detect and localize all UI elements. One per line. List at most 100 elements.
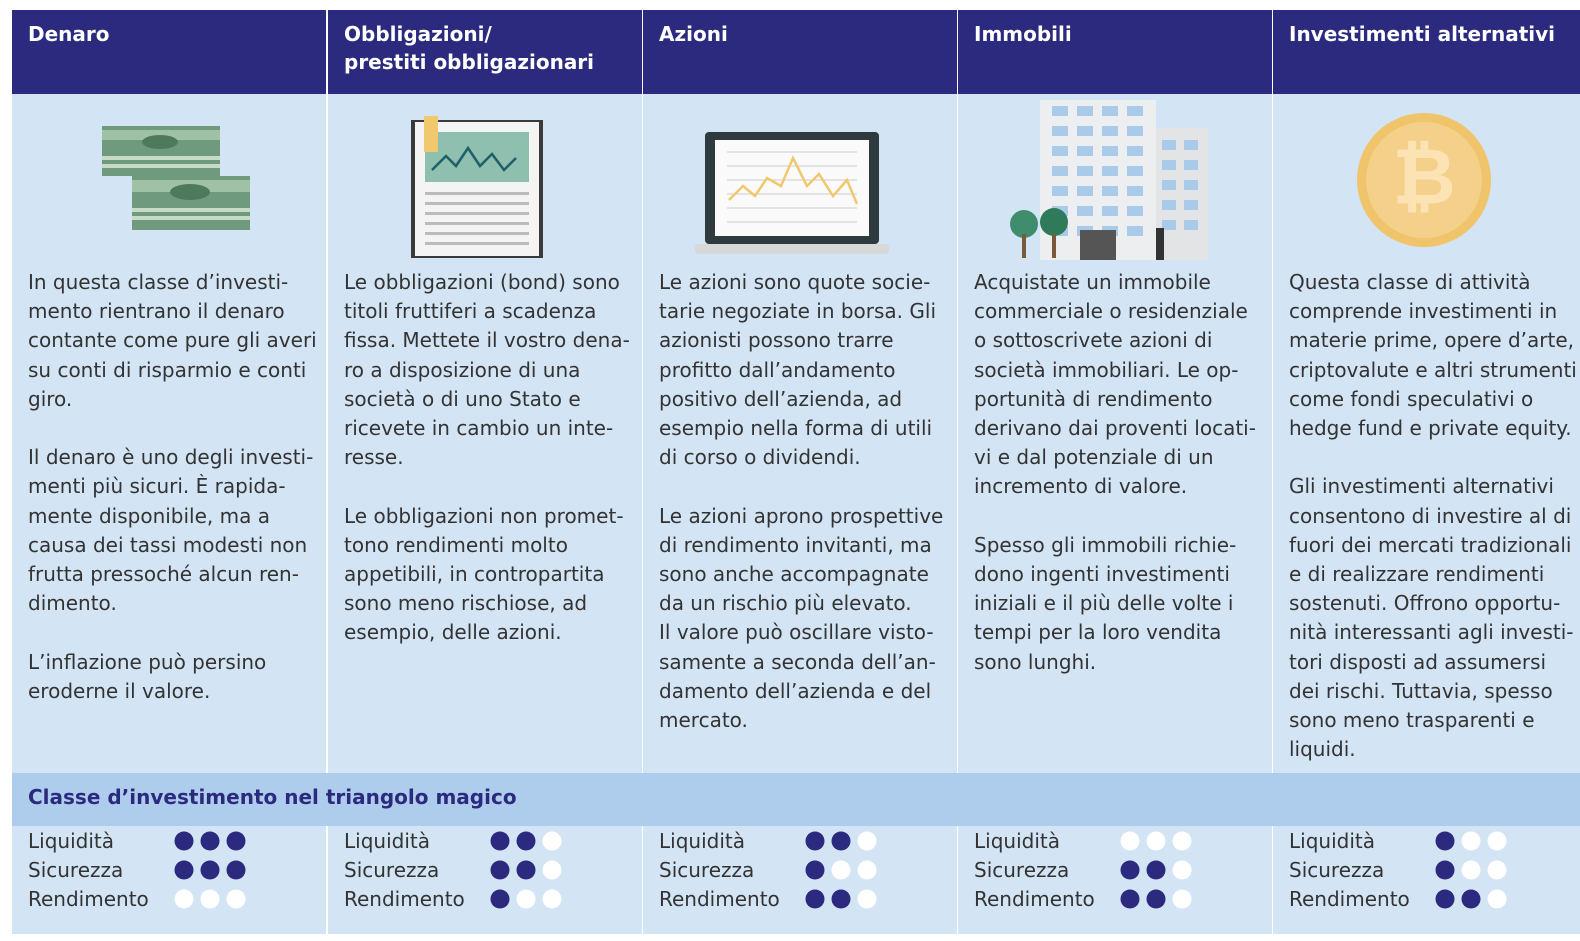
rating-dot bbox=[1461, 831, 1481, 851]
rating-dots bbox=[174, 860, 246, 880]
text-line: frutta pressoché alcun ren- bbox=[28, 562, 299, 587]
column-header: Denaro bbox=[12, 10, 326, 94]
criterion-label: Sicurezza bbox=[974, 858, 1070, 882]
text-line: sono meno trasparenti e bbox=[1289, 708, 1535, 733]
rating-dot bbox=[1146, 860, 1166, 880]
icon-shape bbox=[728, 155, 859, 205]
paragraph: Le obbligazioni (bond) sono titoli frutti… bbox=[344, 268, 630, 472]
icon-shape bbox=[1077, 186, 1093, 196]
icon-shape bbox=[1102, 146, 1118, 156]
rating-dot bbox=[1172, 860, 1192, 880]
criterion-label: Rendimento bbox=[974, 887, 1095, 911]
text-line: fissa. Mettete il vostro dena- bbox=[344, 328, 630, 353]
text-line: sono meno rischiose, ad bbox=[344, 591, 588, 616]
icon-shape bbox=[1077, 106, 1093, 116]
text-line: fuori dei mercati tradizionali bbox=[1289, 532, 1572, 557]
ratings: Liquidità Sicurezza Rendimento bbox=[344, 827, 644, 927]
text-line: consentono di investire al di bbox=[1289, 503, 1572, 528]
description: Acquistate un immobile commerciale o resi… bbox=[974, 268, 1256, 706]
text-line: resse. bbox=[344, 445, 404, 470]
text-line: L’inflazione può persino bbox=[28, 649, 267, 674]
icon-shape bbox=[425, 232, 529, 235]
criterion-label: Sicurezza bbox=[659, 858, 755, 882]
icon-shape bbox=[1127, 146, 1143, 156]
icon-shape bbox=[425, 212, 529, 215]
icon-shape bbox=[1052, 126, 1068, 136]
rating-dot bbox=[1435, 889, 1455, 909]
criterion-label: Rendimento bbox=[1289, 887, 1410, 911]
criterion-label: Liquidità bbox=[344, 829, 430, 853]
icon-shape bbox=[1010, 210, 1038, 238]
rating-dots bbox=[490, 889, 562, 909]
criterion-label: Liquidità bbox=[1289, 829, 1375, 853]
rating-dot bbox=[490, 860, 510, 880]
text-line: In questa classe d’investi- bbox=[28, 270, 289, 294]
text-line: sostenuti. Offrono opportu- bbox=[1289, 591, 1561, 616]
header-line: Azioni bbox=[659, 22, 728, 46]
header-line: Immobili bbox=[974, 22, 1072, 46]
header-line: Investimenti alternativi bbox=[1289, 22, 1556, 46]
paragraph: Le azioni sono quote socie-tarie negozia… bbox=[659, 268, 943, 472]
rating-dots bbox=[174, 831, 246, 851]
paragraph: Il denaro è uno degli investi-menti più … bbox=[28, 443, 317, 618]
icon-shape bbox=[1080, 230, 1116, 260]
text-line: dei rischi. Tuttavia, spesso bbox=[1289, 678, 1553, 703]
rating-dot bbox=[226, 831, 246, 851]
rating-dot bbox=[200, 889, 220, 909]
rating-dot bbox=[226, 889, 246, 909]
icon-shape bbox=[1184, 160, 1198, 170]
icon-shape bbox=[1077, 126, 1093, 136]
text-line: comprende investimenti in bbox=[1289, 299, 1558, 324]
text-line: mercato. bbox=[659, 708, 748, 733]
description: Le azioni sono quote socie-tarie negozia… bbox=[659, 268, 943, 764]
rating-dot bbox=[1487, 860, 1507, 880]
text-line: positivo dell’azienda, ad bbox=[659, 386, 903, 411]
text-line: hedge fund e private equity. bbox=[1289, 416, 1572, 441]
icon-shape bbox=[102, 126, 250, 230]
text-line: nità interessanti agli investi- bbox=[1289, 620, 1574, 645]
icon-shape bbox=[1052, 234, 1056, 258]
ratings: Liquidità Sicurezza Rendimento bbox=[974, 827, 1274, 927]
text-line: Le obbligazioni non promet- bbox=[344, 503, 624, 528]
icon-shape bbox=[1162, 220, 1176, 230]
icon-shape bbox=[1184, 220, 1198, 230]
icon-shape bbox=[1052, 166, 1068, 176]
icon-shape bbox=[1102, 206, 1118, 216]
icon-shape bbox=[1077, 166, 1093, 176]
text-line: e di realizzare rendimenti bbox=[1289, 562, 1545, 587]
icon-shape bbox=[1127, 106, 1143, 116]
paragraph: L’inflazione può persino eroderne il valo… bbox=[28, 648, 317, 706]
text-line: tempi per la loro vendita bbox=[974, 620, 1222, 645]
rating-dot bbox=[857, 889, 877, 909]
rating-dots bbox=[174, 889, 246, 909]
icon-shape bbox=[425, 242, 529, 245]
icon-shape bbox=[425, 192, 529, 195]
description: In questa classe d’investi-mento rientra… bbox=[28, 268, 317, 735]
rating-dots bbox=[1120, 860, 1192, 880]
text-line: causa dei tassi modesti non bbox=[28, 532, 308, 557]
icon-shape bbox=[1010, 90, 1208, 260]
icon: ₿ bbox=[1273, 100, 1580, 260]
icon-shape bbox=[132, 208, 250, 212]
rating-dots bbox=[1435, 831, 1507, 851]
rating-dot bbox=[857, 831, 877, 851]
text-line: dimento. bbox=[28, 591, 117, 616]
rating-dot bbox=[805, 889, 825, 909]
text-line: di corso o dividendi. bbox=[659, 445, 861, 470]
icon-shape bbox=[1077, 146, 1093, 156]
icon-shape bbox=[102, 164, 220, 168]
text-line: su conti di risparmio e conti bbox=[28, 357, 307, 382]
icon-shape bbox=[1102, 186, 1118, 196]
rating-dot bbox=[1120, 860, 1140, 880]
icon-shape bbox=[170, 184, 210, 200]
header-line: Obbligazioni/ bbox=[344, 22, 492, 46]
text-line: esempio nella forma di utili bbox=[659, 416, 933, 441]
icon-shape bbox=[1040, 208, 1068, 236]
rating-dots bbox=[805, 889, 877, 909]
rating-dot bbox=[1146, 889, 1166, 909]
text-line: eroderne il valore. bbox=[28, 678, 211, 703]
header-line: Denaro bbox=[28, 22, 110, 46]
text-line: sono anche accompagnate bbox=[659, 562, 929, 587]
